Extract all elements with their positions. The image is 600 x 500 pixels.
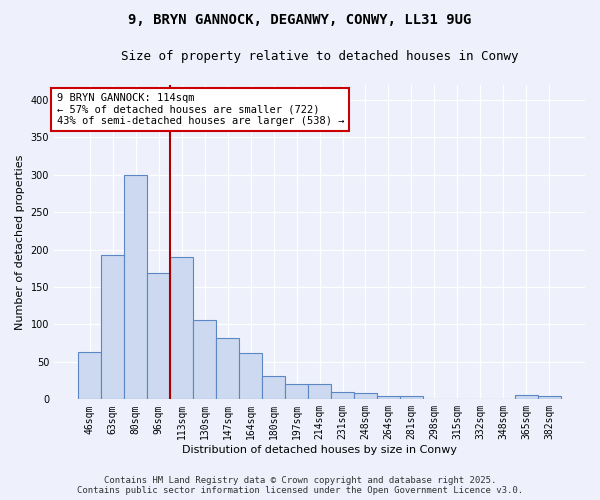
Bar — [170, 257, 193, 400]
Text: 9, BRYN GANNOCK, DEGANWY, CONWY, LL31 9UG: 9, BRYN GANNOCK, DEGANWY, CONWY, LL31 9U… — [128, 12, 472, 26]
X-axis label: Distribution of detached houses by size in Conwy: Distribution of detached houses by size … — [182, 445, 457, 455]
Bar — [308, 384, 331, 400]
Bar — [147, 273, 170, 400]
Text: 9 BRYN GANNOCK: 114sqm
← 57% of detached houses are smaller (722)
43% of semi-de: 9 BRYN GANNOCK: 114sqm ← 57% of detached… — [56, 93, 344, 126]
Bar — [331, 392, 354, 400]
Bar — [377, 396, 400, 400]
Bar — [124, 175, 147, 400]
Bar — [216, 338, 239, 400]
Bar — [515, 395, 538, 400]
Bar — [101, 255, 124, 400]
Bar — [285, 384, 308, 400]
Bar — [262, 376, 285, 400]
Bar — [469, 398, 492, 400]
Bar — [239, 353, 262, 400]
Bar — [354, 394, 377, 400]
Bar — [400, 396, 423, 400]
Bar — [538, 396, 561, 400]
Text: Contains HM Land Registry data © Crown copyright and database right 2025.
Contai: Contains HM Land Registry data © Crown c… — [77, 476, 523, 495]
Y-axis label: Number of detached properties: Number of detached properties — [15, 154, 25, 330]
Bar — [193, 320, 216, 400]
Title: Size of property relative to detached houses in Conwy: Size of property relative to detached ho… — [121, 50, 518, 63]
Bar — [423, 398, 446, 400]
Bar — [446, 398, 469, 400]
Bar — [78, 352, 101, 400]
